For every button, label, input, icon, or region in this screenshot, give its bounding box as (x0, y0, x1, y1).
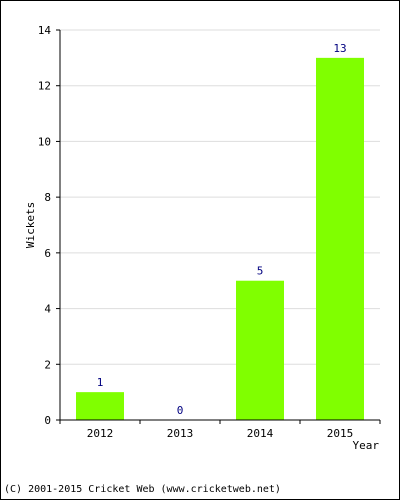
bar-value-label: 5 (257, 265, 264, 278)
x-tick-label: 2013 (167, 427, 194, 440)
bar-value-label: 0 (177, 404, 184, 417)
y-tick-label: 12 (38, 80, 51, 93)
data-labels: 1 0 5 13 (97, 42, 347, 417)
y-tick-label: 8 (44, 191, 51, 204)
y-tick-label: 6 (44, 247, 51, 260)
copyright-footer: (C) 2001-2015 Cricket Web (www.cricketwe… (4, 484, 281, 495)
y-tick-label: 2 (44, 358, 51, 371)
x-tick-label: 2014 (247, 427, 274, 440)
x-axis-title: Year (353, 439, 380, 452)
y-tick-label: 14 (38, 24, 52, 37)
y-tick-label: 0 (44, 414, 51, 427)
y-ticks: 0 2 4 6 8 10 12 14 (38, 24, 60, 427)
x-ticks: 2012 2013 2014 2015 (59, 420, 381, 440)
bar-value-label: 13 (333, 42, 346, 55)
y-tick-label: 4 (44, 303, 51, 316)
bar (76, 392, 124, 420)
x-tick-label: 2015 (327, 427, 354, 440)
bar (236, 280, 284, 420)
bars (76, 57, 364, 420)
bar (316, 57, 364, 420)
x-tick-label: 2012 (87, 427, 114, 440)
y-axis-title: Wickets (24, 202, 37, 248)
y-tick-label: 10 (38, 135, 51, 148)
bar-value-label: 1 (97, 376, 104, 389)
